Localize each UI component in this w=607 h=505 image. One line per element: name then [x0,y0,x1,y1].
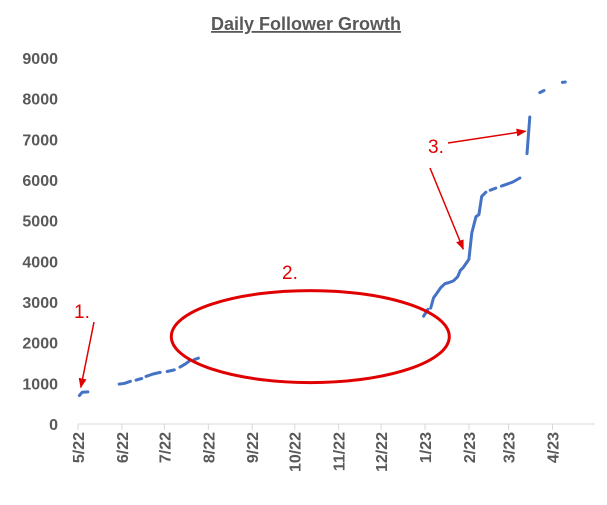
y-tick-labels: 0 1000 2000 3000 4000 5000 6000 7000 8000 9000 [22,51,58,434]
y-tick-label: 7000 [22,132,58,149]
series-line-segment [538,89,546,95]
y-tick-label: 9000 [22,51,58,68]
series-line-segment [117,379,132,386]
series-line-segment [165,368,176,373]
x-tick-label: 12/22 [374,432,391,472]
x-tick-label: 5/22 [71,432,88,463]
y-tick-label: 2000 [22,336,58,353]
series-line-segment [429,190,488,310]
x-tick-label: 9/22 [245,432,262,463]
series-line-segment [178,359,192,369]
x-tick-label: 10/22 [288,432,305,472]
annotation-arrow [447,128,527,144]
series-line-segment [500,176,522,188]
series-line-segment [525,115,532,156]
x-tick-label: 3/23 [502,432,519,463]
series-line-segment [144,370,162,378]
annotation-label: 2. [282,263,298,284]
chart-title: Daily Follower Growth [211,14,401,34]
x-tick-label: 8/22 [201,432,218,463]
annotation-label: 1. [74,302,90,323]
x-tick-label: 6/22 [115,432,132,463]
y-tick-label: 5000 [22,214,58,231]
x-tick-label: 1/23 [418,432,435,463]
x-tick-label: 4/23 [546,432,563,463]
series-line-segment [134,377,144,382]
x-tick-label: 2/23 [462,432,479,463]
y-tick-label: 4000 [22,254,58,271]
y-tick-label: 8000 [22,92,58,109]
y-tick-label: 6000 [22,173,58,190]
series-plot [77,80,567,397]
y-tick-label: 3000 [22,295,58,312]
series-line-segment [77,390,90,397]
x-tick-label: 7/22 [157,432,174,463]
annotations: 1. 2. 3. [74,128,527,389]
annotation-arrow [429,167,464,251]
y-tick-label: 0 [49,417,58,434]
annotation-ellipse [169,289,451,385]
y-tick-label: 1000 [22,376,58,393]
x-tick-labels: 5/22 6/22 7/22 8/22 9/22 10/22 11/22 12/22 1/23 2… [71,432,563,472]
series-line-segment [488,186,498,192]
series-line-segment [192,356,200,362]
axes [77,423,595,430]
annotation-arrow [78,321,95,389]
x-tick-label: 11/22 [332,432,349,471]
annotation-label: 3. [428,137,444,158]
